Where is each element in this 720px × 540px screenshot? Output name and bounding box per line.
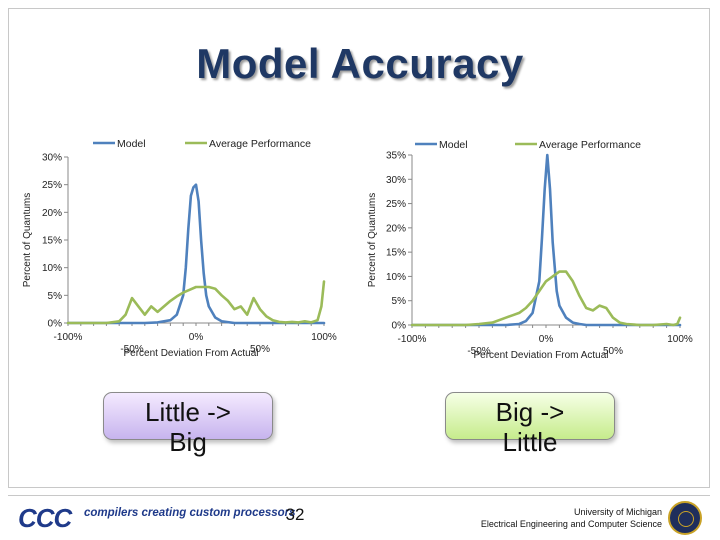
big-to-little-callout: Big -> Little [445, 392, 615, 457]
y-tick-label: 25% [42, 180, 62, 191]
x-tick-label: 0% [189, 332, 204, 343]
y-tick-label: 5% [48, 291, 63, 302]
slide-title: Model Accuracy [196, 40, 524, 87]
legend-label: Model [439, 139, 468, 151]
footer-divider [8, 495, 710, 496]
department-name: Electrical Engineering and Computer Scie… [480, 519, 662, 529]
y-tick-label: 10% [386, 272, 406, 283]
y-tick-label: 20% [42, 208, 62, 219]
callout-right-line1: Big -> [495, 397, 565, 427]
y-axis-label: Percent of Quantums [367, 193, 378, 288]
x-axis-label: Percent Deviation From Actual [123, 348, 258, 359]
x-tick-label: -100% [398, 334, 427, 345]
series-line-model [66, 183, 326, 325]
legend-label: Average Performance [209, 138, 311, 150]
ccc-logo: CCC [18, 503, 72, 533]
x-axis-label: Percent Deviation From Actual [473, 350, 608, 361]
x-tick-label: 100% [667, 334, 693, 345]
x-tick-label: -50% [467, 346, 490, 357]
little-to-big-callout: Little -> Big [103, 392, 273, 457]
legend-label: Average Performance [539, 139, 641, 151]
page-number: 32 [285, 505, 305, 524]
legend-label: Model [117, 138, 146, 150]
x-tick-label: 100% [311, 332, 337, 343]
university-seal-icon [668, 501, 702, 535]
y-tick-label: 15% [386, 248, 406, 259]
university-name: University of Michigan [573, 507, 662, 517]
y-tick-label: 35% [386, 151, 406, 162]
y-tick-label: 30% [386, 175, 406, 186]
y-axis-label: Percent of Quantums [22, 193, 33, 288]
y-tick-label: 10% [42, 263, 62, 274]
x-tick-label: 50% [250, 344, 270, 355]
series-line-average-performance [410, 270, 682, 327]
callout-right-line2: Little [502, 427, 558, 457]
callout-left-line1: Little -> [145, 397, 231, 427]
callout-left-line2: Big [169, 427, 207, 457]
x-tick-label: 50% [603, 346, 623, 357]
x-tick-label: -50% [120, 344, 143, 355]
y-tick-label: 5% [392, 296, 407, 307]
y-tick-label: 30% [42, 153, 62, 164]
y-tick-label: 20% [386, 223, 406, 234]
university-label: University of Michigan Electrical Engine… [440, 506, 662, 530]
x-tick-label: -100% [54, 332, 83, 343]
y-tick-label: 15% [42, 236, 62, 247]
y-tick-label: 25% [386, 199, 406, 210]
slide-frame [8, 8, 710, 488]
y-tick-label: 0% [48, 319, 63, 330]
x-tick-label: 0% [539, 334, 554, 345]
ccc-tagline: compilers creating custom processors [84, 507, 296, 519]
series-line-average-performance [66, 280, 326, 325]
series-line-model [410, 153, 682, 327]
y-tick-label: 0% [392, 321, 407, 332]
